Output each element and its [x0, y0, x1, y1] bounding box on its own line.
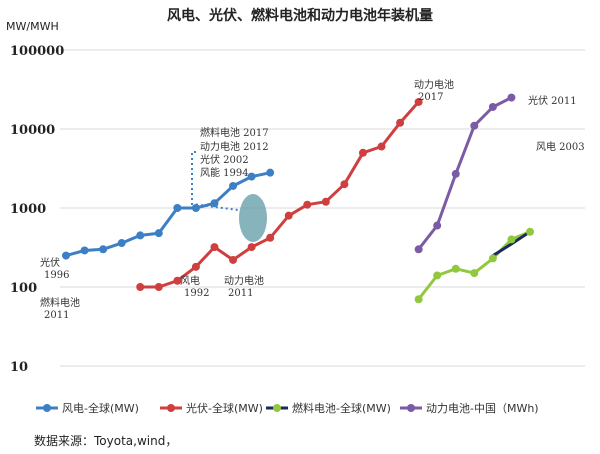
annotation-label: 动力电池 — [224, 274, 264, 287]
data-point — [154, 283, 163, 291]
data-point — [173, 204, 182, 212]
data-point — [62, 251, 70, 260]
data-source: 数据来源：Toyota,wind， — [34, 433, 177, 448]
data-point — [507, 235, 516, 244]
data-point — [136, 231, 145, 240]
data-point — [507, 93, 516, 102]
series-line — [492, 230, 531, 257]
data-point — [229, 181, 238, 190]
y-tick-labels: 10 100 1000 10000 100000 — [10, 44, 64, 375]
annotation-label: 风电 — [180, 274, 200, 287]
y-tick-label: 10000 — [10, 123, 55, 138]
annotation-year: 1992 — [184, 288, 209, 299]
data-point — [80, 246, 89, 255]
data-point — [191, 262, 200, 271]
annotation-label: 动力电池 2012 — [200, 140, 269, 153]
annotation-year: 2011 — [228, 288, 253, 299]
legend-label: 风电-全球(MW) — [62, 401, 139, 415]
data-point — [284, 211, 293, 220]
legend-label: 动力电池-中国（MWh) — [426, 402, 539, 415]
legend-swatch-marker — [273, 404, 281, 412]
data-point — [266, 168, 275, 177]
series-line — [417, 96, 513, 251]
data-point — [451, 264, 460, 273]
data-point — [191, 204, 200, 212]
data-point — [247, 243, 256, 252]
data-point — [488, 254, 497, 263]
legend-swatch-marker — [167, 404, 175, 412]
y-tick-label: 100000 — [10, 44, 64, 59]
data-point — [526, 227, 534, 236]
data-point — [358, 148, 367, 157]
annotation-year: 2011 — [44, 310, 69, 321]
data-point — [136, 283, 145, 291]
annotation-label: 光伏 2011 — [528, 94, 577, 107]
data-point — [210, 199, 219, 208]
data-point — [488, 102, 497, 111]
annotation-bracket — [191, 151, 239, 211]
data-point — [414, 245, 423, 254]
data-point — [321, 197, 330, 206]
data-point — [303, 200, 312, 209]
series-line — [140, 100, 420, 289]
data-point — [433, 271, 442, 280]
data-point — [266, 233, 275, 242]
y-axis-label: MW/MWH — [6, 20, 59, 33]
data-point — [340, 180, 349, 189]
data-point — [470, 269, 479, 278]
data-point — [229, 255, 238, 264]
data-point — [433, 221, 442, 230]
annotation-year: 2017 — [418, 92, 443, 103]
data-point — [210, 243, 219, 252]
legend: 风电-全球(MW) 光伏-全球(MW) 燃料电池-全球(MW) 动力电池-中国（MWh… — [36, 401, 539, 415]
annotation-label: 光伏 — [40, 256, 60, 269]
annotation-label: 燃料电池 2017 — [200, 126, 269, 139]
annotation-label: 风能 1994 — [200, 166, 249, 179]
data-point — [451, 169, 460, 178]
y-tick-label: 100 — [10, 281, 37, 296]
annotation-year: 1996 — [44, 270, 69, 281]
highlight-ellipse — [239, 194, 267, 242]
data-point — [154, 229, 163, 238]
data-point — [117, 239, 126, 248]
gridlines — [60, 49, 585, 367]
annotation-label: 光伏 2002 — [200, 153, 249, 166]
annotation-label: 风电 2003 — [536, 140, 585, 153]
legend-label: 燃料电池-全球(MW) — [292, 401, 391, 415]
data-point — [470, 121, 479, 130]
data-point — [414, 97, 423, 106]
chart-title: 风电、光伏、燃料电池和动力电池年装机量 — [167, 7, 433, 24]
data-point — [99, 245, 108, 254]
series-markers — [62, 93, 534, 304]
watermark: 知乎 @Helios学长 — [480, 424, 589, 440]
legend-label: 光伏-全球(MW) — [186, 401, 263, 415]
data-point — [173, 276, 182, 285]
data-point — [377, 142, 386, 151]
annotation-label: 动力电池 — [414, 78, 454, 91]
y-tick-label: 1000 — [10, 202, 46, 217]
series-lines — [65, 96, 531, 301]
annotation-label: 燃料电池 — [40, 296, 80, 309]
legend-swatch-marker — [407, 404, 415, 412]
legend-swatch-marker — [43, 404, 51, 412]
data-point — [247, 172, 256, 181]
data-point — [414, 295, 423, 304]
data-point — [396, 118, 405, 127]
y-tick-label: 10 — [10, 360, 28, 375]
